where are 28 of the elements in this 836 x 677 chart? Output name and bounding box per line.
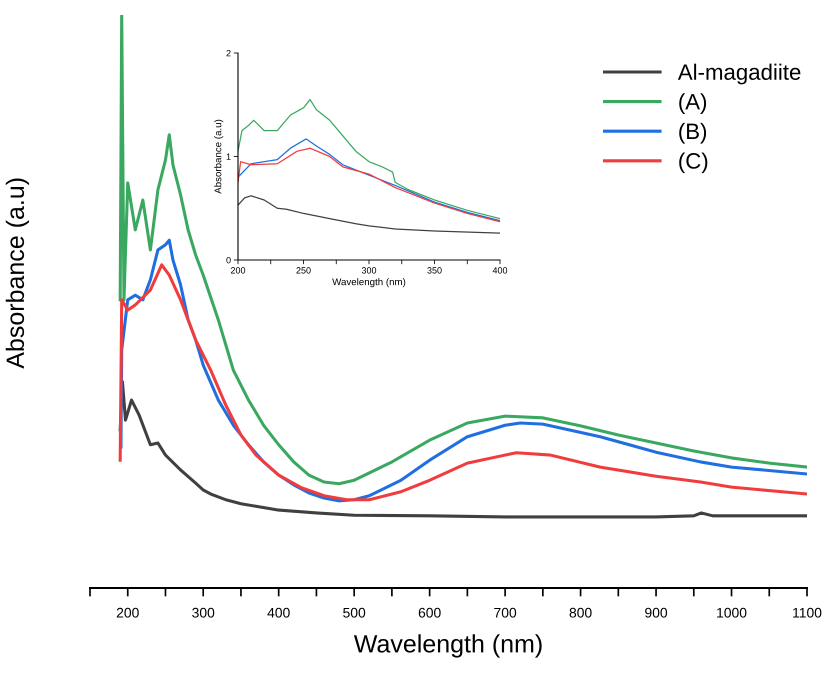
x-tick-label: 600 xyxy=(418,608,441,618)
y-tick-label: 0 xyxy=(226,256,231,264)
x-tick-label: 800 xyxy=(570,608,592,618)
x-tick-label: 200 xyxy=(116,608,139,618)
y-axis-title: Absorbance (a.u) xyxy=(214,120,224,194)
legend-label: Al-magadiite xyxy=(678,64,800,84)
x-tick-label: 1000 xyxy=(717,608,746,618)
x-tick-label: 400 xyxy=(267,608,290,618)
legend-label: (B) xyxy=(679,122,706,144)
line-series xyxy=(238,98,500,220)
x-tick-label: 1100 xyxy=(793,608,822,618)
y-tick-label: 1 xyxy=(226,154,231,160)
x-tick-label: 900 xyxy=(645,608,668,618)
x-axis-title: Wavelength (nm) xyxy=(332,278,406,288)
y-tick-label: 2 xyxy=(226,50,231,56)
legend-label: (C) xyxy=(679,152,708,174)
x-tick-label: 250 xyxy=(296,267,311,274)
legend-label: (A) xyxy=(679,93,706,114)
x-tick-label: 700 xyxy=(494,608,516,618)
x-tick-label: 300 xyxy=(362,267,376,274)
y-axis-title: Absorbance (a.u) xyxy=(6,178,30,369)
x-tick-label: 400 xyxy=(492,267,508,274)
x-tick-label: 350 xyxy=(427,267,442,274)
x-tick-label: 300 xyxy=(192,608,214,618)
x-tick-label: 500 xyxy=(343,608,366,618)
x-tick-label: 200 xyxy=(230,267,246,274)
line-series xyxy=(238,195,500,234)
x-axis-title: Wavelength (nm) xyxy=(354,634,542,658)
